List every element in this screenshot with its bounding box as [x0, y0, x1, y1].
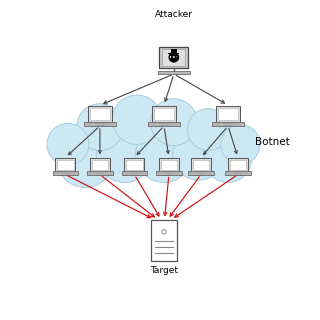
- Circle shape: [175, 57, 176, 58]
- Circle shape: [172, 128, 224, 180]
- Circle shape: [205, 136, 252, 182]
- FancyBboxPatch shape: [160, 124, 168, 125]
- FancyBboxPatch shape: [228, 158, 248, 172]
- Circle shape: [172, 57, 173, 58]
- FancyBboxPatch shape: [148, 122, 180, 126]
- Circle shape: [221, 124, 260, 164]
- FancyBboxPatch shape: [235, 173, 241, 174]
- FancyBboxPatch shape: [162, 49, 185, 66]
- FancyBboxPatch shape: [168, 52, 180, 54]
- FancyBboxPatch shape: [124, 158, 144, 172]
- FancyBboxPatch shape: [198, 173, 204, 174]
- Circle shape: [96, 126, 153, 182]
- Text: Target: Target: [150, 266, 178, 275]
- Circle shape: [76, 104, 123, 150]
- FancyBboxPatch shape: [188, 171, 214, 175]
- FancyBboxPatch shape: [90, 158, 110, 172]
- FancyBboxPatch shape: [84, 122, 116, 126]
- FancyBboxPatch shape: [224, 124, 232, 125]
- FancyBboxPatch shape: [154, 108, 174, 120]
- Circle shape: [112, 95, 162, 144]
- FancyBboxPatch shape: [170, 56, 177, 58]
- FancyBboxPatch shape: [171, 49, 177, 52]
- Circle shape: [57, 131, 114, 188]
- FancyBboxPatch shape: [126, 160, 143, 170]
- FancyBboxPatch shape: [88, 106, 112, 123]
- FancyBboxPatch shape: [158, 71, 190, 74]
- Circle shape: [188, 108, 229, 150]
- FancyBboxPatch shape: [87, 171, 113, 175]
- FancyBboxPatch shape: [152, 106, 176, 123]
- FancyBboxPatch shape: [230, 160, 246, 170]
- FancyBboxPatch shape: [92, 160, 108, 170]
- FancyBboxPatch shape: [218, 108, 238, 120]
- Circle shape: [136, 126, 192, 182]
- FancyBboxPatch shape: [193, 160, 209, 170]
- FancyBboxPatch shape: [159, 158, 179, 172]
- FancyBboxPatch shape: [191, 158, 211, 172]
- Text: Botnet: Botnet: [255, 137, 290, 147]
- Text: Attacker: Attacker: [155, 10, 193, 20]
- FancyBboxPatch shape: [156, 171, 182, 175]
- FancyBboxPatch shape: [90, 108, 110, 120]
- FancyBboxPatch shape: [151, 220, 177, 261]
- FancyBboxPatch shape: [216, 106, 240, 123]
- FancyBboxPatch shape: [159, 47, 188, 68]
- Circle shape: [47, 124, 89, 165]
- Circle shape: [150, 99, 197, 146]
- FancyBboxPatch shape: [131, 173, 138, 174]
- FancyBboxPatch shape: [166, 173, 172, 174]
- FancyBboxPatch shape: [122, 171, 148, 175]
- FancyBboxPatch shape: [62, 173, 68, 174]
- FancyBboxPatch shape: [52, 171, 78, 175]
- FancyBboxPatch shape: [57, 160, 74, 170]
- FancyBboxPatch shape: [161, 160, 177, 170]
- FancyBboxPatch shape: [225, 171, 251, 175]
- FancyBboxPatch shape: [96, 124, 104, 125]
- FancyBboxPatch shape: [212, 122, 244, 126]
- FancyBboxPatch shape: [55, 158, 76, 172]
- Circle shape: [169, 52, 179, 62]
- FancyBboxPatch shape: [97, 173, 103, 174]
